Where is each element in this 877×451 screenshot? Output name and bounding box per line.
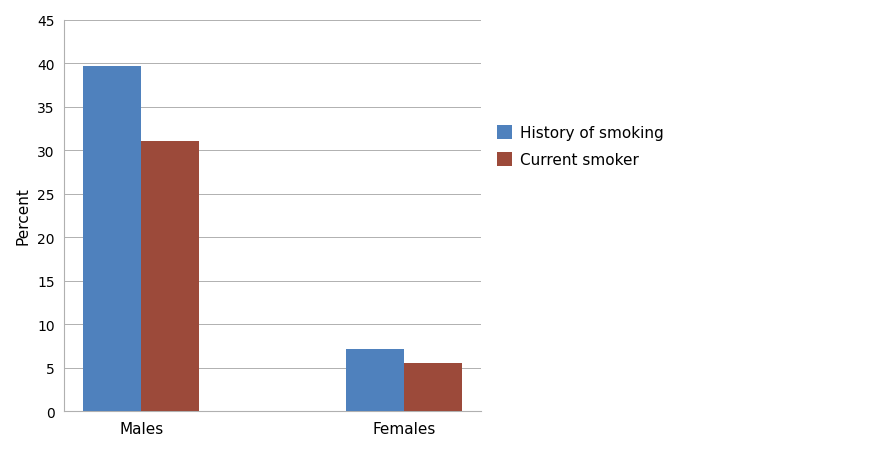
Legend: History of smoking, Current smoker: History of smoking, Current smoker [497,126,664,168]
Bar [83,66,141,411]
Bar [346,349,404,411]
Bar [404,364,462,411]
Bar [141,142,199,411]
Y-axis label: Percent: Percent [15,187,30,245]
